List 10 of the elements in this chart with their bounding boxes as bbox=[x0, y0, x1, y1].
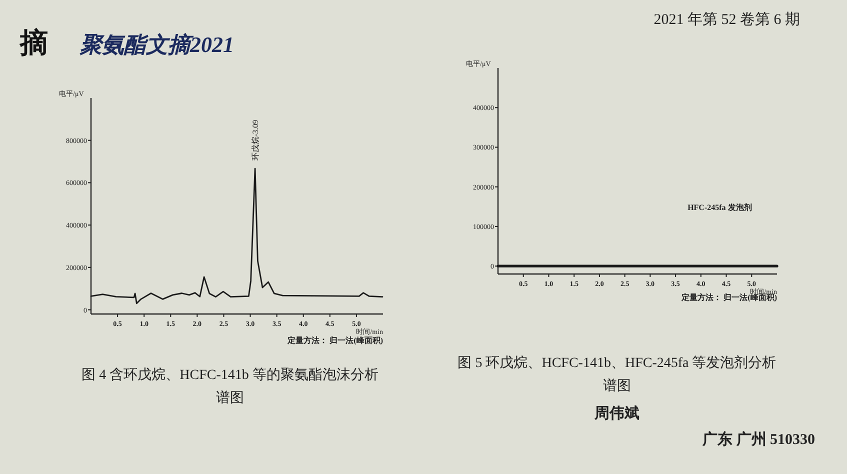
text: 聚氨酯文摘2021 bbox=[79, 32, 234, 57]
annotation: 环戊烷-3.09 bbox=[251, 120, 260, 161]
text: 广东 广州 510330 bbox=[702, 430, 815, 448]
text: 摘 bbox=[19, 27, 48, 59]
text: 图 5 环戊烷、HCFC-141b、HFC-245fa 等发泡剂分析谱图 bbox=[456, 354, 778, 396]
text: 周伟斌 bbox=[594, 405, 640, 422]
text: 图 4 含环戊烷、HCFC-141b 等的聚氨酯泡沫分析谱图 bbox=[80, 366, 380, 408]
annotation: HFC-245fa 发泡剂 bbox=[688, 202, 752, 212]
text: 定量方法： 归一法(峰面积) bbox=[286, 335, 384, 345]
text: 2021 年第 52 卷第 6 期 bbox=[654, 11, 800, 28]
